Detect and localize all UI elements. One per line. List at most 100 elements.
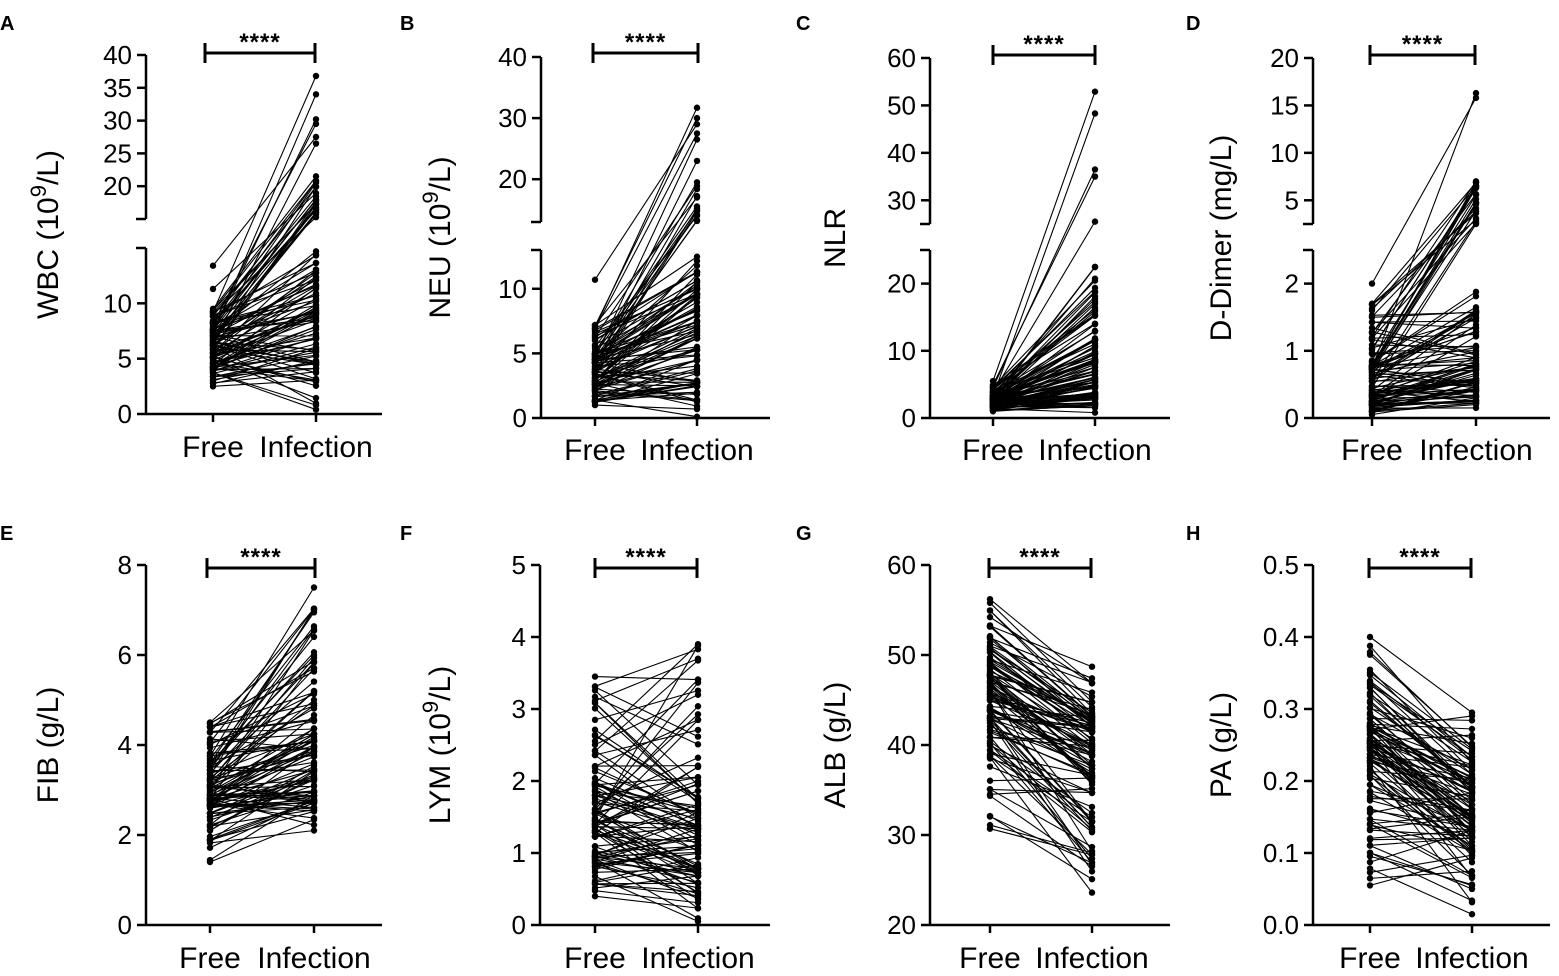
point-infection [1088,737,1096,744]
pair-line [1369,681,1473,776]
point-free [206,856,214,864]
point-infection [694,741,702,748]
pair-line [992,394,1096,402]
pair-line [1369,791,1473,853]
x-tick-label-infection: Infection [640,434,753,467]
pair-line [594,689,699,786]
point-free [1366,858,1374,866]
point-infection [1091,277,1099,284]
point-free [591,877,599,885]
pair-line [1369,762,1473,849]
pair-line [1371,357,1477,369]
point-free [1368,357,1376,364]
pair-line [594,827,699,900]
pair-line [594,790,699,853]
paired-points [591,104,701,420]
point-free [591,737,599,745]
pair-line [992,385,1096,402]
pair-line [212,312,317,332]
pair-line [212,204,317,311]
pair-line [989,716,1093,865]
pair-line [989,717,1093,828]
pair-line [1371,374,1477,389]
pair-line [212,344,317,380]
pair-line [1369,870,1473,879]
point-infection [310,678,318,685]
pair-line [209,611,315,764]
paired-lines [209,587,315,863]
pair-line [209,797,315,809]
panel-letter: C [796,13,810,35]
pair-line [594,370,698,388]
chart-panel-g: G 20 30 40 50 60 Free Infection ALB (g/L) **** [796,523,1170,975]
pair-line [209,794,315,797]
pair-line [1371,385,1477,393]
pair-line [594,293,698,357]
point-infection [1091,306,1099,313]
point-free [591,276,599,283]
y-tick-label: 10 [103,288,132,318]
point-infection [1472,190,1480,198]
point-free [986,812,994,820]
point-infection [1091,390,1099,397]
point-infection [693,217,701,225]
point-free [1366,666,1374,673]
pair-line [989,651,1093,733]
pair-line [212,319,317,332]
y-tick-label: 50 [887,640,916,670]
point-infection [312,116,320,123]
pair-line [1371,384,1477,387]
pair-line [989,750,1093,833]
significance-stars: **** [625,29,666,56]
pair-line [594,382,698,407]
point-infection [312,292,320,299]
pair-line [594,851,699,858]
pair-line [594,858,699,877]
point-infection [310,700,318,707]
pair-line [992,376,1096,402]
point-infection [1091,360,1099,367]
chart-panel-e: E 0 2 4 6 8 Free Infection FIB (g/L) **** [0,523,382,975]
pair-line [1371,291,1477,363]
pair-line [1371,368,1477,385]
point-infection [310,658,318,665]
y-tick-label: 0.3 [1263,694,1299,724]
y-tick-label: 0 [118,910,132,940]
pair-line [209,691,315,728]
y-tick-label: 50 [887,90,916,120]
point-infection [1088,675,1096,682]
y-tick-label: 20 [887,269,916,299]
point-infection [693,203,701,210]
significance-stars: **** [1402,31,1443,58]
y-tick-label: 20 [1270,43,1299,73]
pair-line [209,608,315,733]
point-free [986,632,994,640]
pair-line [992,370,1096,397]
pair-line [989,647,1093,727]
pair-line [1369,645,1473,764]
pair-line [989,742,1093,863]
pair-line [594,702,699,805]
x-tick-label-free: Free [182,431,244,464]
point-infection [693,378,701,386]
pair-line [594,256,698,326]
pair-line [1369,651,1473,748]
x-tick-label-free: Free [564,942,626,975]
y-axis-title-superscript: 9 [418,701,443,713]
point-infection [312,201,320,208]
pair-line [594,781,699,827]
pair-line [594,287,698,346]
pair-line [989,673,1093,739]
pair-line [992,362,1096,396]
point-infection [1091,110,1099,117]
y-axis-title-main: WBC (10 [32,197,65,319]
pair-line [1371,395,1477,399]
point-infection [693,130,701,137]
pair-line [209,630,315,723]
pair-line [1371,371,1477,388]
pair-line [212,285,317,330]
point-infection [1088,803,1096,811]
pair-line [212,335,317,363]
pair-line [992,387,1096,404]
point-infection [694,646,702,653]
